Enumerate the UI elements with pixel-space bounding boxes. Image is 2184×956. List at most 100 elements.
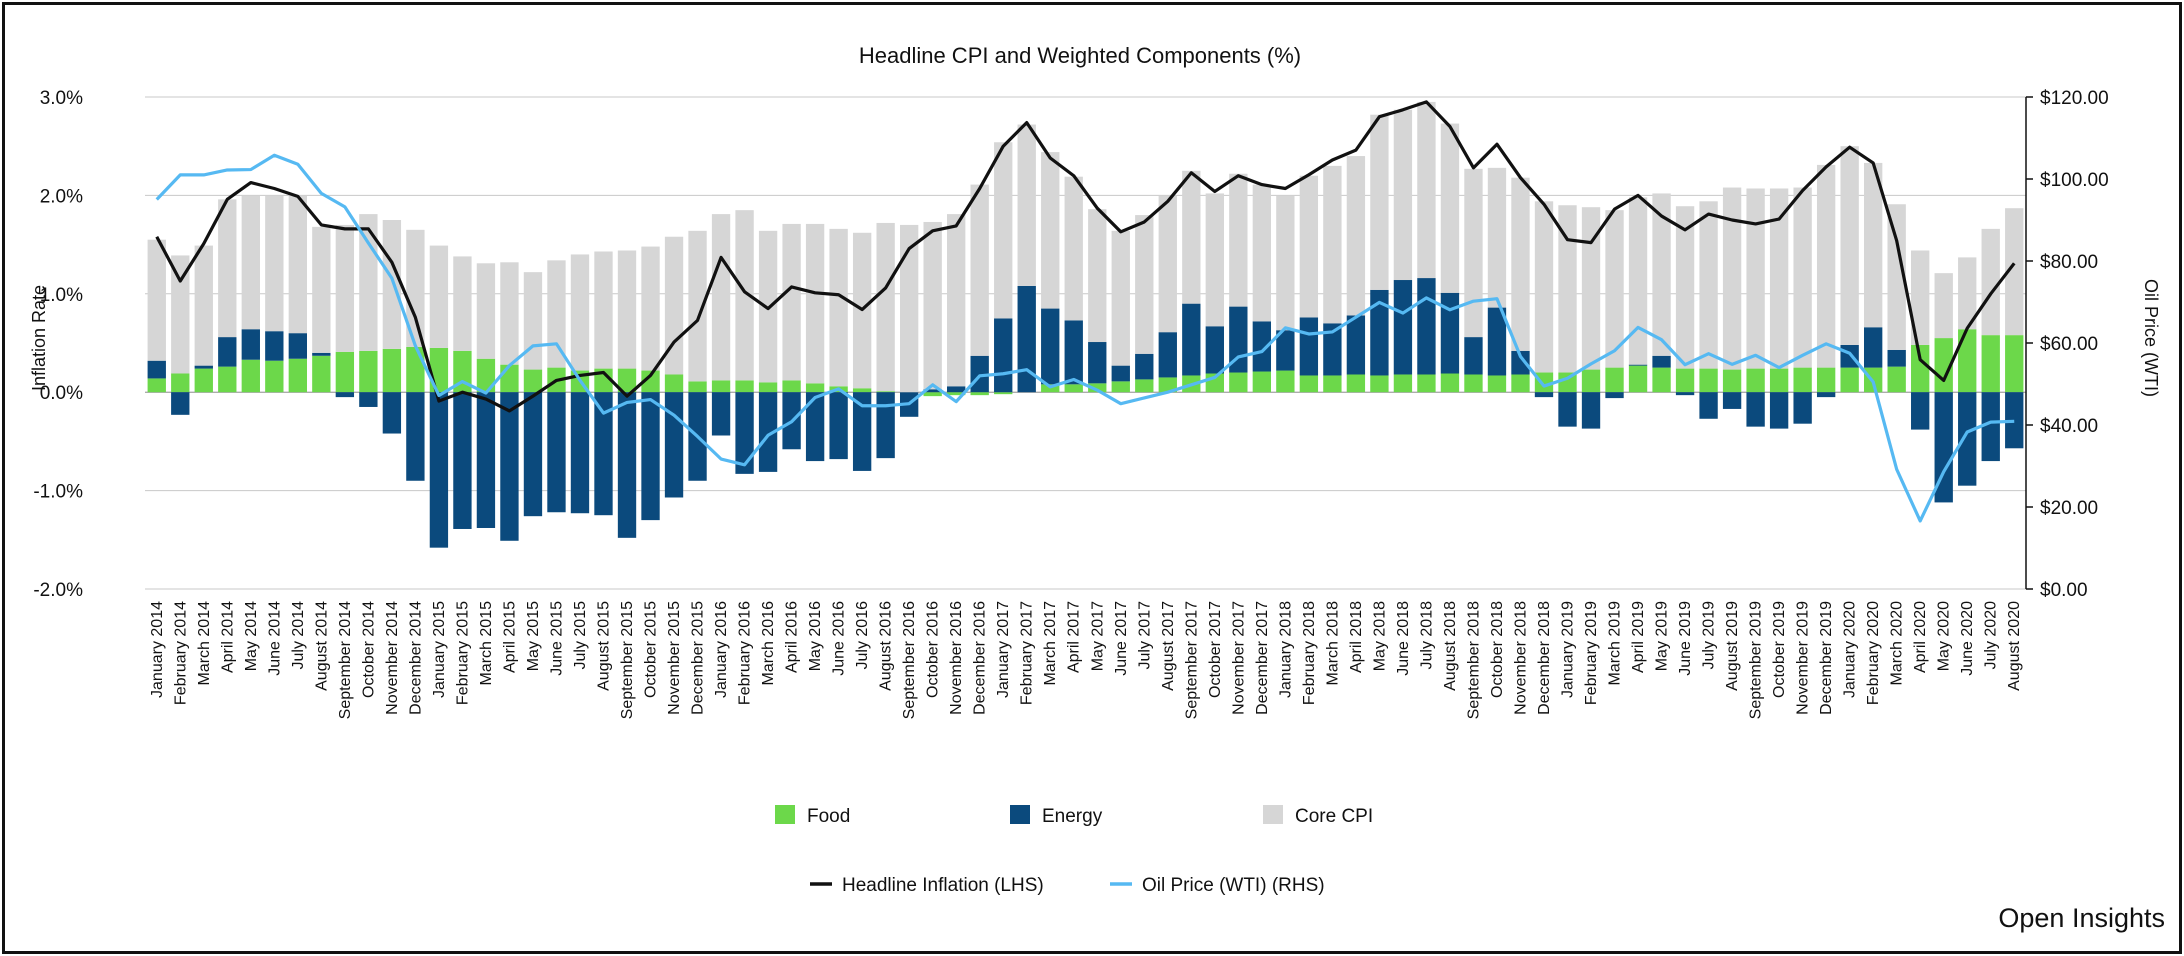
x-tick-label: November 2015 bbox=[666, 601, 683, 715]
bar-core-cpi bbox=[1346, 156, 1366, 316]
bar-energy bbox=[147, 360, 166, 379]
x-tick-label: January 2014 bbox=[149, 601, 166, 698]
x-tick-label: December 2014 bbox=[407, 601, 424, 715]
bar-food bbox=[1887, 366, 1906, 393]
x-tick-label: May 2016 bbox=[807, 601, 824, 671]
bar-core-cpi bbox=[899, 224, 919, 393]
bar-core-cpi bbox=[994, 142, 1013, 319]
bar-core-cpi bbox=[1088, 209, 1107, 343]
bar-food bbox=[500, 364, 519, 393]
x-tick-label: December 2017 bbox=[1254, 601, 1271, 715]
bar-core-cpi bbox=[1581, 207, 1601, 370]
bar-core-cpi bbox=[1675, 206, 1695, 369]
x-tick-label: September 2014 bbox=[337, 601, 354, 719]
x-tick-label: October 2015 bbox=[643, 601, 660, 698]
bar-core-cpi bbox=[1605, 210, 1624, 368]
bar-core-cpi bbox=[1864, 162, 1883, 328]
bar-food bbox=[1464, 374, 1483, 393]
bar-food bbox=[711, 380, 731, 393]
bar-food bbox=[171, 373, 190, 393]
bar-core-cpi bbox=[312, 226, 331, 353]
bar-food bbox=[1229, 372, 1248, 393]
bar-food bbox=[1816, 367, 1836, 393]
bar-energy bbox=[1746, 392, 1765, 427]
bar-food bbox=[1487, 375, 1507, 393]
x-tick-label: June 2019 bbox=[1677, 601, 1694, 676]
bar-core-cpi bbox=[1558, 205, 1577, 373]
bar-energy bbox=[453, 392, 472, 529]
line-oil-price-wti-rhs bbox=[155, 153, 2015, 523]
bar-energy bbox=[1840, 344, 1859, 368]
bar-core-cpi bbox=[1534, 201, 1554, 373]
x-tick-label: June 2017 bbox=[1113, 601, 1130, 676]
x-tick-label: September 2017 bbox=[1183, 601, 1200, 719]
legend-swatch bbox=[1010, 805, 1030, 824]
bar-energy bbox=[1064, 320, 1083, 385]
bar-energy bbox=[617, 392, 637, 538]
x-tick-label: December 2018 bbox=[1536, 601, 1553, 715]
bar-core-cpi bbox=[406, 229, 425, 347]
bar-core-cpi bbox=[1911, 250, 1930, 345]
bar-core-cpi bbox=[1299, 175, 1319, 318]
gridlines bbox=[145, 96, 2026, 590]
bar-core-cpi bbox=[241, 195, 260, 330]
bar-food bbox=[1628, 365, 1648, 393]
bar-food bbox=[1299, 375, 1319, 393]
x-tick-label: December 2015 bbox=[690, 601, 707, 715]
bar-food bbox=[688, 381, 707, 393]
x-tick-label: March 2014 bbox=[196, 601, 213, 686]
bar-food bbox=[1581, 369, 1601, 393]
bar-energy bbox=[923, 389, 942, 393]
bar-energy bbox=[429, 392, 449, 548]
x-tick-label: September 2019 bbox=[1748, 601, 1765, 719]
x-tick-label: November 2019 bbox=[1795, 601, 1812, 715]
x-tick-label: July 2019 bbox=[1701, 601, 1718, 670]
y-right-tick-label: $20.00 bbox=[2040, 498, 2098, 519]
bar-energy bbox=[1440, 292, 1460, 374]
bar-energy bbox=[171, 392, 190, 415]
bar-food bbox=[1417, 374, 1436, 393]
bar-core-cpi bbox=[1487, 167, 1507, 308]
bar-core-cpi bbox=[1252, 184, 1272, 322]
bar-core-cpi bbox=[288, 195, 307, 334]
y-left-tick-label: 2.0% bbox=[40, 186, 83, 207]
bar-core-cpi bbox=[1370, 114, 1389, 290]
x-tick-label: October 2014 bbox=[360, 601, 377, 698]
x-tick-label: August 2014 bbox=[313, 601, 330, 691]
bar-food bbox=[641, 370, 660, 393]
bar-food bbox=[852, 388, 872, 393]
x-tick-label: June 2015 bbox=[548, 601, 565, 676]
bar-core-cpi bbox=[523, 272, 543, 370]
bar-food bbox=[241, 359, 260, 393]
bar-energy bbox=[1981, 392, 2000, 462]
bar-energy bbox=[335, 392, 355, 398]
bar-core-cpi bbox=[453, 256, 472, 351]
bar-energy bbox=[476, 392, 496, 528]
bar-energy bbox=[265, 331, 284, 361]
x-tick-label: December 2016 bbox=[972, 601, 989, 715]
x-tick-label: May 2018 bbox=[1371, 601, 1388, 671]
bar-energy bbox=[2005, 392, 2024, 449]
x-tick-label: October 2016 bbox=[925, 601, 942, 698]
legend-label: Food bbox=[807, 806, 850, 827]
bar-food bbox=[1793, 367, 1812, 393]
bar-energy bbox=[1605, 392, 1624, 399]
bar-food bbox=[194, 368, 213, 393]
x-tick-label: July 2016 bbox=[854, 601, 871, 670]
x-tick-label: January 2016 bbox=[713, 601, 730, 698]
x-tick-label: November 2014 bbox=[384, 601, 401, 715]
bar-energy bbox=[1534, 392, 1554, 398]
bar-food bbox=[312, 355, 331, 393]
bar-energy bbox=[1864, 327, 1883, 368]
x-tick-label: April 2015 bbox=[501, 601, 518, 673]
bar-core-cpi bbox=[1793, 187, 1812, 368]
y-right-tick-label: $80.00 bbox=[2040, 252, 2098, 273]
x-tick-label: September 2016 bbox=[901, 601, 918, 719]
bar-energy bbox=[1699, 392, 1718, 419]
bar-energy bbox=[194, 365, 213, 369]
bar-energy bbox=[218, 337, 237, 367]
y-right-tick-label: $0.00 bbox=[2040, 580, 2088, 601]
legend-label: Core CPI bbox=[1295, 806, 1373, 827]
bar-food bbox=[1534, 372, 1554, 393]
bar-core-cpi bbox=[1041, 152, 1060, 309]
